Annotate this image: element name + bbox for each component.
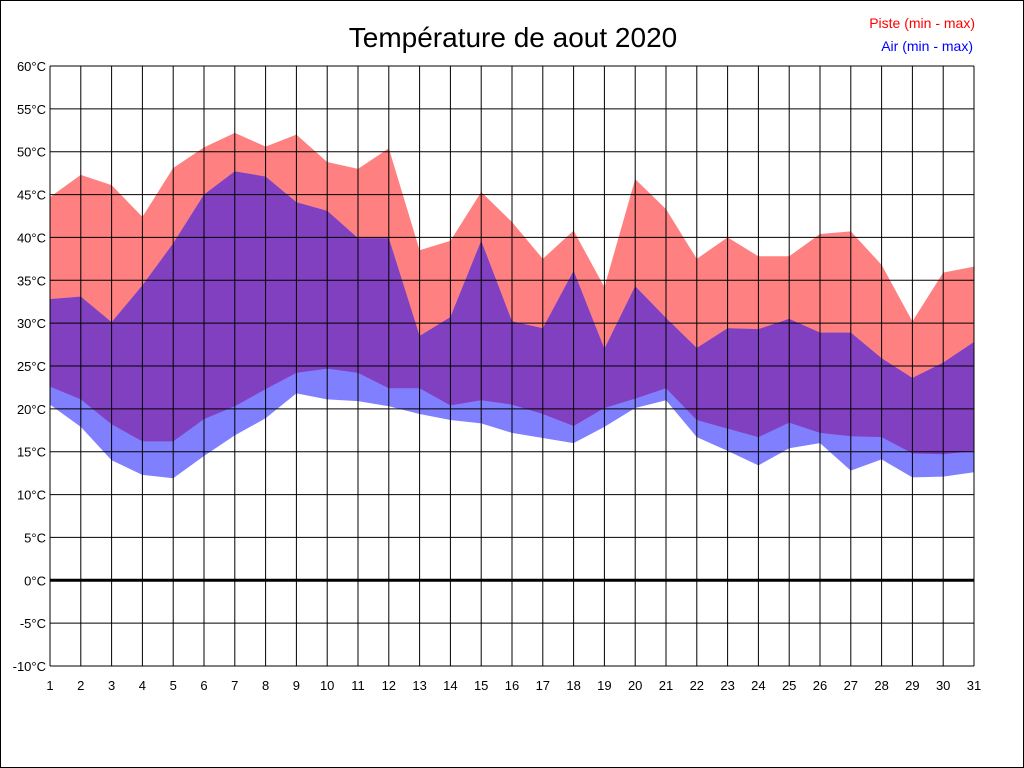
x-tick-label: 18 bbox=[566, 678, 580, 693]
x-tick-label: 4 bbox=[139, 678, 146, 693]
x-tick-label: 16 bbox=[505, 678, 519, 693]
x-tick-label: 19 bbox=[597, 678, 611, 693]
x-tick-label: 5 bbox=[170, 678, 177, 693]
x-tick-label: 26 bbox=[813, 678, 827, 693]
y-tick-label: 15°C bbox=[17, 445, 46, 460]
x-tick-label: 9 bbox=[293, 678, 300, 693]
x-tick-label: 14 bbox=[443, 678, 457, 693]
y-tick-label: 0°C bbox=[24, 573, 46, 588]
legend-air: Air (min - max) bbox=[881, 38, 973, 54]
x-tick-label: 21 bbox=[659, 678, 673, 693]
chart-title: Température de aout 2020 bbox=[349, 22, 677, 53]
x-tick-label: 28 bbox=[874, 678, 888, 693]
x-tick-label: 24 bbox=[751, 678, 765, 693]
x-tick-label: 29 bbox=[905, 678, 919, 693]
y-tick-label: -10°C bbox=[13, 659, 46, 674]
x-tick-label: 7 bbox=[231, 678, 238, 693]
y-tick-label: -5°C bbox=[20, 616, 46, 631]
x-tick-label: 10 bbox=[320, 678, 334, 693]
y-tick-label: 55°C bbox=[17, 102, 46, 117]
y-tick-label: 60°C bbox=[17, 59, 46, 74]
x-tick-label: 1 bbox=[46, 678, 53, 693]
y-tick-label: 25°C bbox=[17, 359, 46, 374]
x-tick-label: 13 bbox=[412, 678, 426, 693]
x-tick-label: 6 bbox=[200, 678, 207, 693]
x-tick-label: 17 bbox=[536, 678, 550, 693]
y-tick-label: 10°C bbox=[17, 488, 46, 503]
y-tick-label: 30°C bbox=[17, 316, 46, 331]
x-tick-label: 23 bbox=[720, 678, 734, 693]
x-tick-label: 8 bbox=[262, 678, 269, 693]
y-tick-label: 40°C bbox=[17, 230, 46, 245]
x-tick-label: 12 bbox=[382, 678, 396, 693]
y-tick-label: 50°C bbox=[17, 145, 46, 160]
x-tick-label: 2 bbox=[77, 678, 84, 693]
y-tick-label: 20°C bbox=[17, 402, 46, 417]
x-tick-label: 27 bbox=[844, 678, 858, 693]
x-tick-label: 25 bbox=[782, 678, 796, 693]
x-tick-label: 20 bbox=[628, 678, 642, 693]
legend-piste: Piste (min - max) bbox=[869, 15, 975, 31]
overlap-band bbox=[50, 171, 974, 455]
x-tick-label: 3 bbox=[108, 678, 115, 693]
y-tick-label: 5°C bbox=[24, 530, 46, 545]
x-tick-label: 30 bbox=[936, 678, 950, 693]
y-tick-label: 35°C bbox=[17, 273, 46, 288]
y-tick-label: 45°C bbox=[17, 188, 46, 203]
x-tick-label: 11 bbox=[351, 678, 365, 693]
x-tick-label: 15 bbox=[474, 678, 488, 693]
x-tick-label: 31 bbox=[967, 678, 981, 693]
x-tick-label: 22 bbox=[690, 678, 704, 693]
